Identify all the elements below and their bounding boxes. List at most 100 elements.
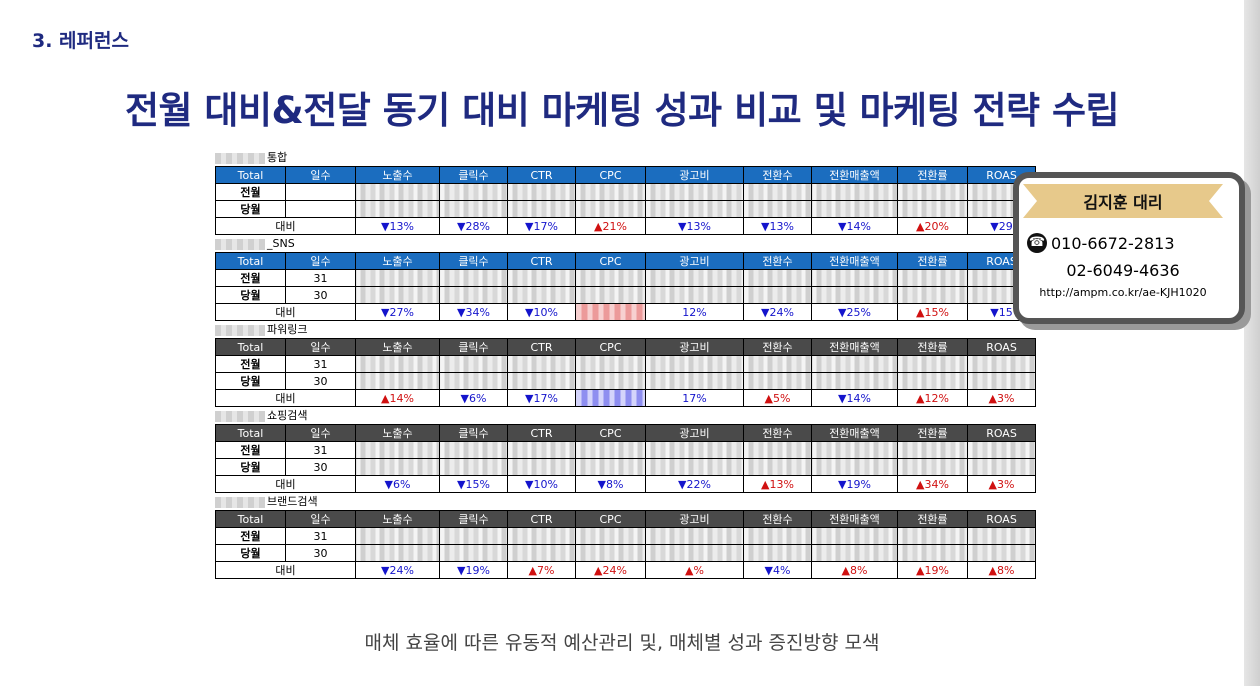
redacted-cell <box>575 458 646 476</box>
redacted-cell <box>811 286 898 304</box>
redacted-cell <box>811 458 898 476</box>
report-title: 브랜드검색 <box>215 494 1035 510</box>
compare-cell: ▲7% <box>507 561 576 579</box>
table-row: 당월 <box>215 200 1036 218</box>
row-label: 전월 <box>215 269 286 287</box>
compare-cell: ▲8% <box>967 561 1036 579</box>
redacted-cell <box>507 458 576 476</box>
contact-name-ribbon: 김지훈 대리 <box>1023 184 1223 218</box>
column-header: 클릭수 <box>439 338 508 356</box>
column-header: 노출수 <box>355 166 440 184</box>
redacted-account-name <box>215 496 265 508</box>
redacted-cell <box>575 269 646 287</box>
column-header: 일수 <box>285 338 356 356</box>
column-header: 광고비 <box>645 338 744 356</box>
compare-cell: ▼14% <box>811 389 898 407</box>
redacted-cell <box>743 527 812 545</box>
redacted-cell <box>439 269 508 287</box>
compare-row: 대비 ▼13% ▼28% ▼17% ▲21% ▼13% ▼13% ▼14% ▲20% ▼29 <box>215 217 1036 235</box>
table-row: 전월 <box>215 183 1036 201</box>
redacted-cell <box>575 544 646 562</box>
redacted-cell <box>355 286 440 304</box>
redacted-account-name <box>215 238 265 250</box>
contact-name: 김지훈 대리 <box>1083 193 1163 212</box>
redacted-cell <box>439 372 508 390</box>
column-header: 노출수 <box>355 252 440 270</box>
compare-label: 대비 <box>215 561 356 579</box>
redacted-cell <box>743 544 812 562</box>
compare-cell: ▼17% <box>507 389 576 407</box>
column-header: 전환수 <box>743 424 812 442</box>
row-label: 당월 <box>215 200 286 218</box>
row-label: 전월 <box>215 441 286 459</box>
compare-cell: ▼6% <box>355 475 440 493</box>
row-label: 전월 <box>215 183 286 201</box>
redacted-cell <box>743 355 812 373</box>
table-row: 전월 31 <box>215 355 1036 373</box>
report-title: 파워링크 <box>215 322 1035 338</box>
compare-row: 대비 ▼6% ▼15% ▼10% ▼8% ▼22% ▲13% ▼19% ▲34% ▲3% <box>215 475 1036 493</box>
compare-cell: ▲13% <box>743 475 812 493</box>
row-label: 당월 <box>215 458 286 476</box>
compare-cell: 17% <box>645 389 744 407</box>
column-header: 전환률 <box>897 166 968 184</box>
compare-row: 대비 ▼27% ▼34% ▼10% 12% ▼24% ▼25% ▲15% ▼15 <box>215 303 1036 321</box>
redacted-cell <box>811 183 898 201</box>
column-header: CTR <box>507 338 576 356</box>
table-row: 당월 30 <box>215 458 1036 476</box>
slide-caption: 매체 효율에 따른 유동적 예산관리 및, 매체별 성과 증진방향 모색 <box>364 632 880 654</box>
column-header: 노출수 <box>355 424 440 442</box>
column-header: 전환률 <box>897 510 968 528</box>
days-cell: 31 <box>285 441 356 459</box>
compare-cell: ▲5% <box>743 389 812 407</box>
redacted-cell <box>967 355 1036 373</box>
redacted-cell <box>507 355 576 373</box>
days-cell: 30 <box>285 544 356 562</box>
redacted-cell <box>507 286 576 304</box>
redacted-cell <box>897 458 968 476</box>
redacted-cell <box>967 441 1036 459</box>
compare-row: 대비 ▼24% ▼19% ▲7% ▲24% ▲% ▼4% ▲8% ▲19% ▲8% <box>215 561 1036 579</box>
report-table: Total 일수 노출수 클릭수 CTR CPC 광고비 전환수 전환매출액 전환률 ROAS 전월 3… <box>215 510 1036 579</box>
report-block: _SNS Total 일수 노출수 클릭수 CTR CPC 광고비 전환수 전환매출액 전환률 ROA… <box>215 236 1036 322</box>
column-header: 클릭수 <box>439 424 508 442</box>
column-header: 전환률 <box>897 252 968 270</box>
days-cell: 31 <box>285 355 356 373</box>
redacted-cell <box>575 372 646 390</box>
redacted-cell <box>645 458 744 476</box>
table-row: 당월 30 <box>215 372 1036 390</box>
redacted-cell <box>645 544 744 562</box>
redacted-cell <box>645 355 744 373</box>
days-cell: 31 <box>285 269 356 287</box>
redacted-cell <box>967 527 1036 545</box>
redacted-cell <box>967 458 1036 476</box>
redacted-cell <box>743 183 812 201</box>
compare-cell <box>575 389 646 407</box>
column-header: 광고비 <box>645 252 744 270</box>
redacted-cell <box>743 286 812 304</box>
redacted-cell <box>897 544 968 562</box>
compare-cell: ▼24% <box>743 303 812 321</box>
compare-cell: ▼34% <box>439 303 508 321</box>
column-header: 전환수 <box>743 510 812 528</box>
redacted-cell <box>575 183 646 201</box>
table-row: 전월 31 <box>215 527 1036 545</box>
redacted-cell <box>439 355 508 373</box>
compare-cell: ▼19% <box>439 561 508 579</box>
redacted-cell <box>967 544 1036 562</box>
table-header-row: Total 일수 노출수 클릭수 CTR CPC 광고비 전환수 전환매출액 전환률 ROAS <box>215 252 1036 270</box>
redacted-cell <box>743 200 812 218</box>
compare-cell: ▼13% <box>743 217 812 235</box>
column-header: Total <box>215 166 286 184</box>
row-label: 전월 <box>215 527 286 545</box>
report-table: Total 일수 노출수 클릭수 CTR CPC 광고비 전환수 전환매출액 전환률 ROAS 전월 당… <box>215 166 1036 235</box>
redacted-cell <box>439 527 508 545</box>
column-header: 전환수 <box>743 252 812 270</box>
redacted-cell <box>897 200 968 218</box>
compare-cell: ▼8% <box>575 475 646 493</box>
mobile-number: 010-6672-2813 <box>1051 233 1175 253</box>
column-header: CPC <box>575 166 646 184</box>
table-header-row: Total 일수 노출수 클릭수 CTR CPC 광고비 전환수 전환매출액 전환률 ROAS <box>215 166 1036 184</box>
compare-cell: ▲15% <box>897 303 968 321</box>
redacted-cell <box>507 269 576 287</box>
